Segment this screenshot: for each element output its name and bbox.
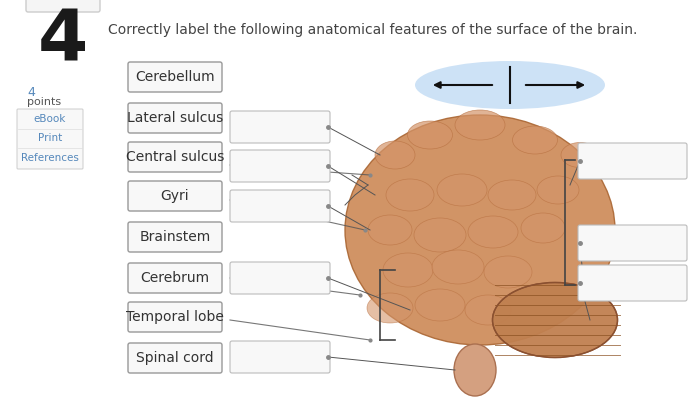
- FancyBboxPatch shape: [230, 341, 330, 373]
- Ellipse shape: [468, 216, 518, 248]
- FancyBboxPatch shape: [230, 262, 330, 294]
- Ellipse shape: [484, 256, 532, 288]
- Text: Spinal cord: Spinal cord: [136, 351, 214, 365]
- Text: Cerebrum: Cerebrum: [141, 271, 209, 285]
- Text: eBook: eBook: [34, 114, 66, 124]
- Text: Correctly label the following anatomical features of the surface of the brain.: Correctly label the following anatomical…: [108, 23, 638, 37]
- FancyBboxPatch shape: [128, 222, 222, 252]
- Text: References: References: [21, 153, 79, 163]
- Ellipse shape: [488, 180, 536, 210]
- Ellipse shape: [414, 218, 466, 252]
- Text: Print: Print: [38, 133, 62, 143]
- Ellipse shape: [368, 215, 412, 245]
- FancyBboxPatch shape: [26, 0, 100, 12]
- Text: Brainstem: Brainstem: [139, 230, 211, 244]
- Ellipse shape: [512, 126, 557, 154]
- FancyBboxPatch shape: [230, 190, 330, 222]
- FancyBboxPatch shape: [128, 142, 222, 172]
- Ellipse shape: [415, 61, 605, 109]
- Ellipse shape: [415, 289, 465, 321]
- Ellipse shape: [383, 253, 433, 287]
- Ellipse shape: [432, 250, 484, 284]
- Ellipse shape: [465, 295, 511, 325]
- Text: 4: 4: [38, 7, 88, 75]
- Text: Temporal lobe: Temporal lobe: [126, 310, 224, 324]
- FancyBboxPatch shape: [230, 150, 330, 182]
- FancyBboxPatch shape: [128, 302, 222, 332]
- FancyBboxPatch shape: [578, 265, 687, 301]
- Text: Central sulcus: Central sulcus: [126, 150, 224, 164]
- Ellipse shape: [493, 282, 617, 357]
- FancyBboxPatch shape: [128, 263, 222, 293]
- Ellipse shape: [407, 121, 452, 149]
- Ellipse shape: [521, 213, 565, 243]
- Ellipse shape: [367, 293, 413, 323]
- Ellipse shape: [537, 176, 579, 204]
- FancyBboxPatch shape: [578, 225, 687, 261]
- Text: points: points: [27, 97, 61, 107]
- FancyBboxPatch shape: [578, 143, 687, 179]
- Text: Lateral sulcus: Lateral sulcus: [127, 111, 223, 125]
- FancyBboxPatch shape: [128, 181, 222, 211]
- Ellipse shape: [375, 141, 415, 169]
- Ellipse shape: [345, 115, 615, 345]
- FancyBboxPatch shape: [128, 62, 222, 92]
- Text: Gyri: Gyri: [161, 189, 189, 203]
- FancyBboxPatch shape: [128, 103, 222, 133]
- Ellipse shape: [455, 110, 505, 140]
- FancyBboxPatch shape: [230, 111, 330, 143]
- Ellipse shape: [386, 179, 434, 211]
- Ellipse shape: [561, 142, 599, 168]
- Ellipse shape: [437, 174, 487, 206]
- Text: Cerebellum: Cerebellum: [135, 70, 215, 84]
- Ellipse shape: [454, 344, 496, 396]
- Text: 4: 4: [27, 86, 35, 99]
- FancyBboxPatch shape: [17, 109, 83, 169]
- FancyBboxPatch shape: [128, 343, 222, 373]
